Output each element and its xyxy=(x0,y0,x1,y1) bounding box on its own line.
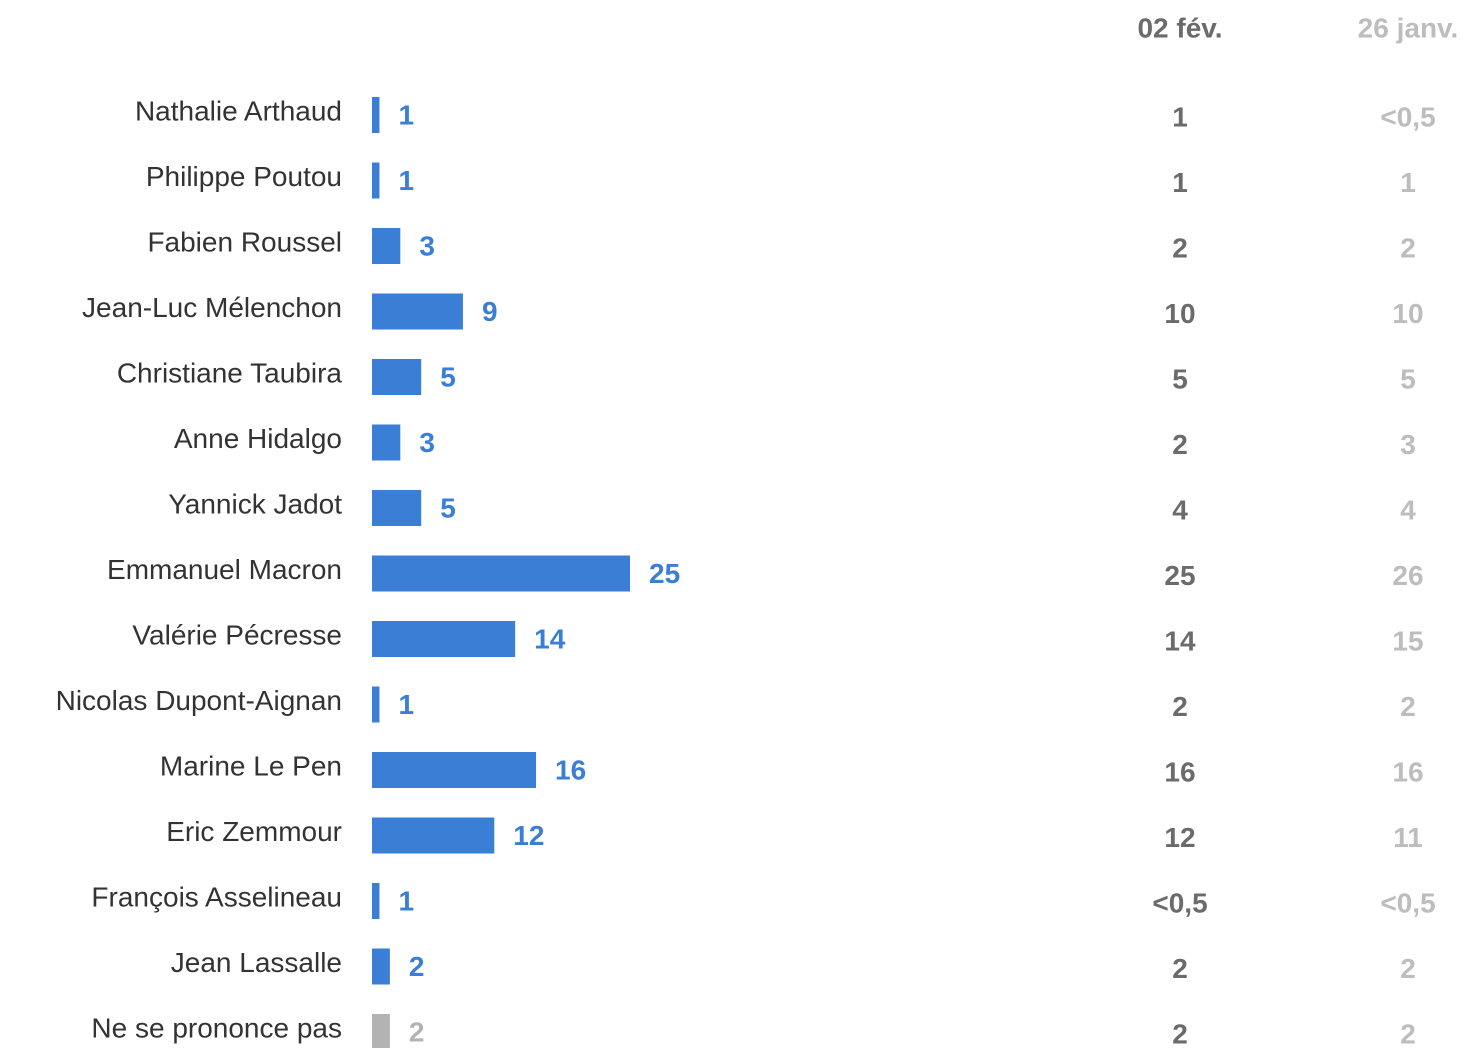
value-label: 12 xyxy=(513,820,544,851)
column-value: <0,5 xyxy=(1152,887,1207,918)
column-header: 02 fév. xyxy=(1137,12,1222,43)
value-label: 3 xyxy=(419,230,435,261)
value-label: 3 xyxy=(419,427,435,458)
column-value: 2 xyxy=(1400,232,1416,263)
column-value: 2 xyxy=(1172,953,1188,984)
category-label: Marine Le Pen xyxy=(160,750,342,781)
bar xyxy=(372,424,401,461)
column-value: 15 xyxy=(1392,625,1423,656)
column-value: 5 xyxy=(1400,363,1416,394)
bar xyxy=(372,621,516,657)
value-label: 5 xyxy=(440,492,456,523)
column-value: 12 xyxy=(1164,822,1195,853)
bar xyxy=(372,752,537,788)
column-value: 2 xyxy=(1172,232,1188,263)
column-value: 4 xyxy=(1400,494,1416,525)
bar xyxy=(372,1014,390,1048)
column-value: 1 xyxy=(1400,167,1416,198)
bar xyxy=(372,228,401,264)
bar xyxy=(372,490,422,526)
column-value: 3 xyxy=(1400,429,1416,460)
column-value: 16 xyxy=(1392,756,1423,787)
bar xyxy=(372,686,380,723)
category-label: Ne se prononce pas xyxy=(91,1012,342,1043)
bar xyxy=(372,359,422,395)
column-value: <0,5 xyxy=(1380,887,1435,918)
value-label: 25 xyxy=(649,558,680,589)
column-value: <0,5 xyxy=(1380,101,1435,132)
bar xyxy=(372,883,380,919)
value-label: 2 xyxy=(409,1016,425,1047)
category-label: Nicolas Dupont-Aignan xyxy=(56,685,342,716)
column-value: 25 xyxy=(1164,560,1195,591)
category-label: Christiane Taubira xyxy=(117,357,343,388)
column-value: 2 xyxy=(1400,953,1416,984)
value-label: 16 xyxy=(555,754,586,785)
bar xyxy=(372,948,390,985)
column-value: 26 xyxy=(1392,560,1423,591)
category-label: Fabien Roussel xyxy=(147,226,342,257)
category-label: Nathalie Arthaud xyxy=(135,95,342,126)
column-value: 2 xyxy=(1400,691,1416,722)
column-value: 14 xyxy=(1164,625,1196,656)
category-label: Jean-Luc Mélenchon xyxy=(82,292,342,323)
column-value: 11 xyxy=(1393,822,1423,853)
value-label: 1 xyxy=(398,165,414,196)
value-label: 1 xyxy=(398,885,414,916)
bar xyxy=(372,555,630,592)
category-label: Emmanuel Macron xyxy=(107,554,342,585)
category-label: Anne Hidalgo xyxy=(174,423,342,454)
column-value: 1 xyxy=(1172,167,1188,198)
column-value: 5 xyxy=(1172,363,1188,394)
column-value: 2 xyxy=(1172,429,1188,460)
category-label: Yannick Jadot xyxy=(168,488,342,519)
column-value: 4 xyxy=(1172,494,1188,525)
bar xyxy=(372,97,380,133)
category-label: François Asselineau xyxy=(91,881,342,912)
category-label: Philippe Poutou xyxy=(146,161,342,192)
value-label: 1 xyxy=(398,99,414,130)
column-header: 26 janv. xyxy=(1358,12,1459,43)
column-value: 2 xyxy=(1400,1018,1416,1048)
category-label: Valérie Pécresse xyxy=(132,619,342,650)
bar xyxy=(372,293,463,330)
column-value: 2 xyxy=(1172,1018,1188,1048)
value-label: 14 xyxy=(534,623,566,654)
value-label: 2 xyxy=(409,951,425,982)
bar xyxy=(372,817,495,854)
bar xyxy=(372,162,380,199)
value-label: 1 xyxy=(398,689,414,720)
value-label: 9 xyxy=(482,296,498,327)
column-value: 2 xyxy=(1172,691,1188,722)
column-value: 16 xyxy=(1164,756,1195,787)
category-label: Jean Lassalle xyxy=(171,947,342,978)
value-label: 5 xyxy=(440,361,456,392)
column-value: 1 xyxy=(1172,101,1188,132)
category-label: Eric Zemmour xyxy=(166,816,342,847)
column-value: 10 xyxy=(1392,298,1423,329)
column-value: 10 xyxy=(1164,298,1195,329)
